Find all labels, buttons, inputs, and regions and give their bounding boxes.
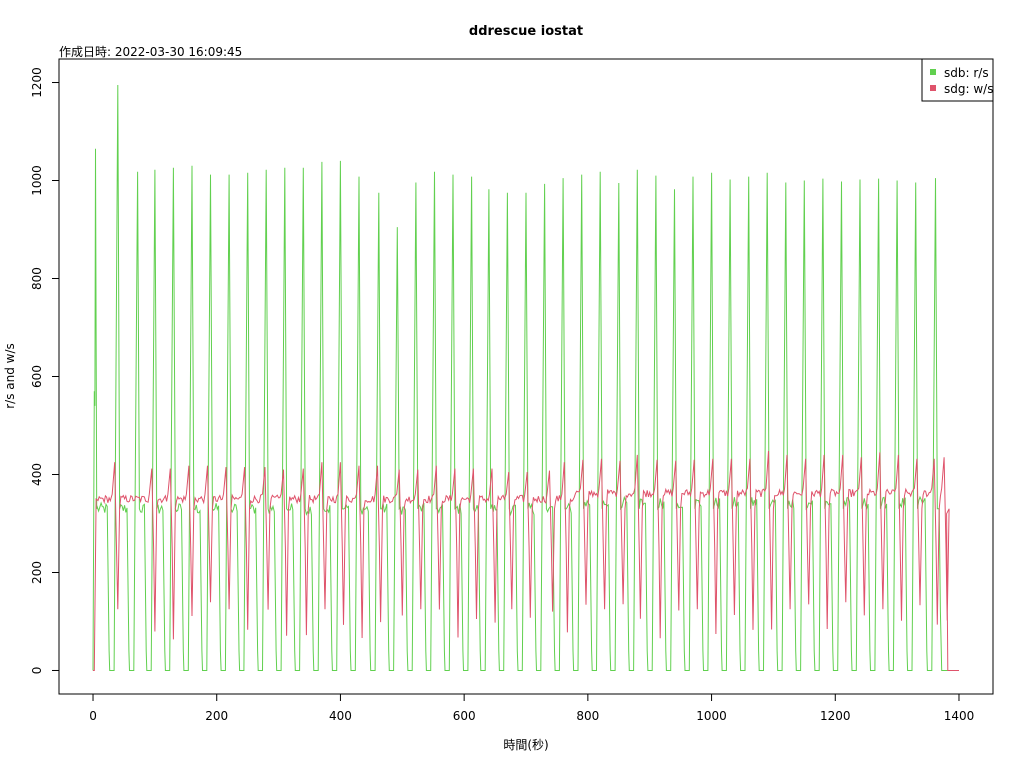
y-axis-label: r/s and w/s xyxy=(3,343,17,409)
x-tick-label-200: 200 xyxy=(205,709,228,723)
legend-label-sdb: sdb: r/s xyxy=(944,66,989,80)
y-tick-label-800: 800 xyxy=(30,267,44,290)
x-tick-label-600: 600 xyxy=(453,709,476,723)
x-tick-label-1200: 1200 xyxy=(820,709,851,723)
y-tick-label-1000: 1000 xyxy=(30,165,44,196)
legend: sdb: r/s sdg: w/s xyxy=(921,58,994,102)
y-tick-label-0: 0 xyxy=(30,667,44,675)
legend-box xyxy=(921,58,994,102)
x-tick-label-1000: 1000 xyxy=(696,709,727,723)
x-tick-label-1400: 1400 xyxy=(944,709,975,723)
legend-swatch-sdb xyxy=(930,69,936,75)
series-line-sdb-read xyxy=(92,84,959,671)
x-tick-label-400: 400 xyxy=(329,709,352,723)
y-tick-label-400: 400 xyxy=(30,463,44,486)
y-tick-label-1200: 1200 xyxy=(30,67,44,98)
x-tick-label-800: 800 xyxy=(576,709,599,723)
y-tick-label-600: 600 xyxy=(30,365,44,388)
series-line-sdg-write xyxy=(93,450,959,671)
y-axis: 0 200 400 600 800 1000 1200 xyxy=(30,67,59,674)
x-axis: 0 200 400 600 800 1000 1200 1400 xyxy=(89,693,975,723)
x-axis-label: 時間(秒) xyxy=(503,738,548,752)
plot-frame xyxy=(58,58,994,695)
series-layer xyxy=(92,84,959,671)
chart-title: ddrescue iostat xyxy=(469,24,583,39)
legend-label-sdg: sdg: w/s xyxy=(944,82,993,96)
y-tick-label-200: 200 xyxy=(30,561,44,584)
chart-subtitle: 作成日時: 2022-03-30 16:09:45 xyxy=(59,45,242,59)
x-tick-label-0: 0 xyxy=(89,709,97,723)
legend-swatch-sdg xyxy=(930,85,936,91)
